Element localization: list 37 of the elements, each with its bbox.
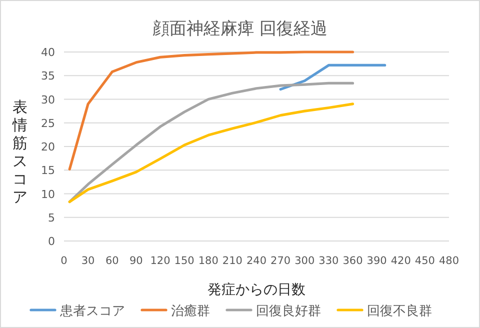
y-tick-label: 20 <box>41 140 55 154</box>
y-axis-title: 表情筋スコア <box>12 98 28 206</box>
x-tick-label: 330 <box>318 255 339 267</box>
x-tick-label: 0 <box>60 255 68 267</box>
legend-label: 治癒群 <box>171 304 210 319</box>
legend-label: 回復良好群 <box>256 304 321 319</box>
legend-item: 患者スコア <box>30 304 125 319</box>
x-tick-label: 120 <box>150 255 170 267</box>
x-axis-title: 発症からの日数 <box>208 282 306 298</box>
x-tick-label: 150 <box>174 255 194 267</box>
x-tick-label: 390 <box>366 255 387 267</box>
chart-title: 顔面神経麻痺 回復経過 <box>152 19 328 39</box>
legend-item: 治癒群 <box>140 304 210 319</box>
y-tick-label: 35 <box>41 70 55 83</box>
y-tick-label: 30 <box>41 93 55 106</box>
x-tick-label: 420 <box>390 255 411 267</box>
y-tick-label: 40 <box>41 46 55 59</box>
x-tick-label: 90 <box>130 255 143 267</box>
y-tick-label: 25 <box>41 116 55 130</box>
x-tick-label: 360 <box>342 255 363 267</box>
x-tick-label: 210 <box>222 255 242 267</box>
x-tick-label: 270 <box>270 255 291 267</box>
y-tick-label: 15 <box>41 164 55 178</box>
y-tick-label: 0 <box>48 235 55 248</box>
legend-item: 回復不良群 <box>336 304 432 319</box>
x-tick-label: 480 <box>438 255 460 267</box>
x-tick-label: 30 <box>81 255 95 267</box>
legend-item: 回復良好群 <box>226 304 321 319</box>
legend-label: 回復不良群 <box>367 304 432 319</box>
legend-label: 患者スコア <box>59 304 125 319</box>
x-tick-label: 180 <box>198 255 218 267</box>
y-tick-label: 10 <box>41 188 55 201</box>
y-tick-label: 5 <box>48 211 55 224</box>
x-tick-label: 60 <box>105 255 119 267</box>
x-tick-label: 450 <box>414 255 435 267</box>
x-tick-label: 240 <box>246 255 267 267</box>
x-tick-label: 300 <box>294 255 315 267</box>
